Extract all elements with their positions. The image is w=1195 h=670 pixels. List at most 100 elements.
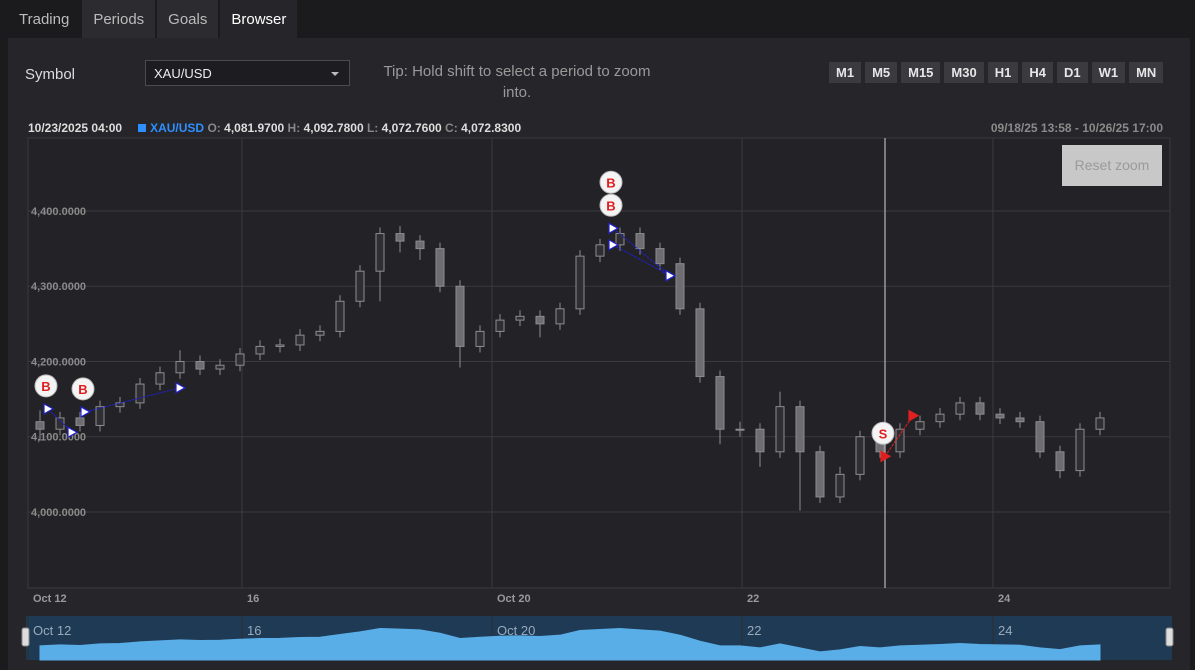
trade-badge bbox=[599, 170, 623, 194]
candle-body bbox=[375, 233, 385, 272]
trade-entry bbox=[608, 238, 620, 251]
trade-label: B bbox=[78, 382, 87, 397]
trade-badge bbox=[71, 377, 95, 401]
navigator-label: 24 bbox=[998, 623, 1012, 638]
timeframe-button[interactable]: H4 bbox=[1022, 62, 1053, 83]
candle-body bbox=[195, 360, 205, 370]
field-label: H: bbox=[287, 121, 301, 135]
field-value: 4,092.7800 bbox=[303, 121, 364, 135]
trade-line bbox=[612, 244, 671, 277]
y-tick-label: 4,400.0000 bbox=[31, 206, 86, 218]
candle-body bbox=[1055, 451, 1065, 472]
trade-line bbox=[47, 408, 73, 433]
candle-body bbox=[295, 334, 305, 346]
candle-body bbox=[55, 417, 65, 430]
timeframe-button[interactable]: M5 bbox=[865, 62, 898, 83]
candle-body bbox=[395, 233, 405, 242]
candle-body bbox=[695, 308, 705, 378]
trade-line bbox=[84, 387, 181, 413]
navigator-series bbox=[39, 627, 1101, 661]
tab[interactable]: Periods bbox=[82, 0, 156, 38]
candle-body bbox=[1035, 421, 1045, 453]
candle-body bbox=[335, 300, 345, 332]
symbol-swatch bbox=[138, 124, 147, 132]
candle-body bbox=[215, 364, 225, 370]
symbol-label: Symbol bbox=[25, 66, 76, 83]
tip: Tip: Hold shift to select a period to zo… bbox=[383, 63, 651, 101]
candle-body bbox=[255, 345, 265, 355]
date: 10/23/2025 04:00 bbox=[28, 121, 123, 135]
candle-body bbox=[1075, 428, 1085, 472]
candle-body bbox=[135, 383, 145, 404]
field-label: L: bbox=[366, 121, 379, 135]
candle-body bbox=[955, 402, 965, 415]
navigator-label: Oct 12 bbox=[33, 623, 71, 638]
x-tick-label: Oct 12 bbox=[33, 593, 67, 605]
trade-exit bbox=[175, 381, 187, 394]
candle-body bbox=[755, 428, 765, 453]
timeframe-buttons: M1 M5 M15 M30 H1 H4 D1 W1 MN bbox=[829, 62, 1167, 83]
field-label: O: bbox=[207, 121, 221, 135]
trade-entry bbox=[880, 450, 892, 463]
candle-body bbox=[355, 270, 365, 302]
timeframe-button[interactable]: M30 bbox=[944, 62, 984, 83]
tab[interactable]: Browser bbox=[220, 0, 298, 38]
candle-body bbox=[455, 285, 465, 347]
timeframe-button[interactable]: M1 bbox=[829, 62, 862, 83]
x-tick-label: 24 bbox=[998, 593, 1011, 605]
candle-body bbox=[775, 406, 785, 453]
candle-body bbox=[315, 330, 325, 336]
field-value: 4,081.9700 bbox=[224, 121, 285, 135]
trade-exit bbox=[908, 409, 920, 422]
x-tick-label: 22 bbox=[747, 593, 759, 605]
trade-entry bbox=[80, 405, 92, 418]
candle-body bbox=[815, 451, 825, 498]
candle-body bbox=[1015, 417, 1025, 423]
candle-body bbox=[35, 421, 45, 430]
candle-body bbox=[835, 473, 845, 498]
candle-body bbox=[275, 344, 285, 347]
trade-badge bbox=[871, 421, 895, 445]
candle-body bbox=[935, 413, 945, 423]
symbol-select[interactable]: XAU/USD bbox=[145, 60, 350, 86]
x-tick-label: Oct 20 bbox=[497, 593, 531, 605]
candle-body bbox=[495, 319, 505, 332]
candle-body bbox=[615, 233, 625, 246]
trade-line bbox=[884, 415, 914, 457]
trade-label: B bbox=[606, 198, 615, 213]
reset-zoom-button[interactable]: Reset zoom bbox=[1062, 145, 1162, 186]
navigator-label: 16 bbox=[247, 623, 261, 638]
navigator-handle[interactable] bbox=[1165, 627, 1174, 647]
field-value: 4,072.8300 bbox=[461, 121, 522, 135]
candle-body bbox=[715, 376, 725, 430]
field-value: 4,072.7600 bbox=[381, 121, 442, 135]
caret bbox=[331, 72, 339, 76]
y-tick-label: 4,300.0000 bbox=[31, 281, 86, 293]
navigator-label: Oct 20 bbox=[497, 623, 535, 638]
tab[interactable]: Goals bbox=[157, 0, 219, 38]
tab[interactable]: Trading bbox=[19, 11, 70, 28]
timeframe-button[interactable]: W1 bbox=[1091, 62, 1126, 83]
timeframe-button[interactable]: M15 bbox=[901, 62, 941, 83]
trade-line bbox=[612, 227, 671, 277]
trade-exit bbox=[67, 426, 79, 439]
trade-entry bbox=[608, 222, 620, 235]
timeframe-button[interactable]: D1 bbox=[1056, 62, 1088, 83]
navigator-handle[interactable] bbox=[21, 627, 30, 647]
grid: 4,000.0000 4,100.0000 4,200.0000 4,300.0000… bbox=[27, 138, 1170, 660]
trade-label: B bbox=[606, 175, 615, 190]
candle-body bbox=[175, 360, 185, 374]
candles bbox=[35, 226, 1105, 511]
candle-body bbox=[675, 263, 685, 310]
trade-exit bbox=[665, 269, 677, 282]
candle-body bbox=[1095, 417, 1105, 430]
y-tick-label: 4,000.0000 bbox=[31, 507, 86, 519]
candle-body bbox=[735, 428, 745, 431]
tab-bar: Trading Periods Goals Browser bbox=[8, 0, 299, 38]
timeframe-button[interactable]: H1 bbox=[987, 62, 1019, 83]
field-label: C: bbox=[445, 121, 458, 135]
timeframe-button[interactable]: MN bbox=[1129, 62, 1164, 83]
